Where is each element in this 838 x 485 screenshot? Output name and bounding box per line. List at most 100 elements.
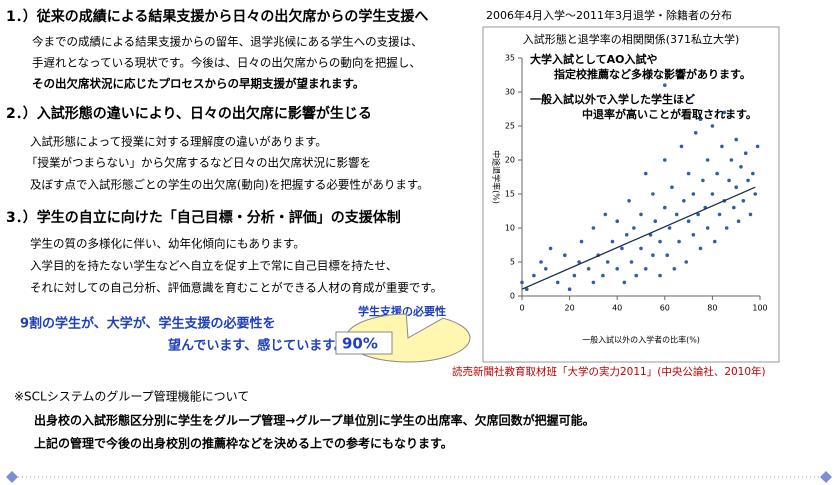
x-tick-label: 40 <box>612 304 622 313</box>
point <box>620 246 624 251</box>
point <box>605 260 610 264</box>
chart-title: 入試形態と退学率の相関関係(371私立大学) <box>523 32 740 46</box>
point <box>682 199 686 203</box>
body-line: 今までの成績による結果支援からの留年、退学兆候にある学生への支援は、 <box>32 35 423 49</box>
point <box>720 144 724 149</box>
point <box>715 171 719 176</box>
point <box>622 280 627 285</box>
point <box>663 205 667 210</box>
y-tick-label: 0 <box>510 292 515 301</box>
chart-frame <box>482 26 780 363</box>
y-tick-label: 35 <box>505 54 515 63</box>
point <box>753 192 758 196</box>
x-tick-label: 20 <box>565 304 575 313</box>
y-tick-label: 5 <box>510 258 515 267</box>
body-line: 入学目的を持たない学生などへ自立を促す上で常に自己目標を持たせ、 <box>30 259 397 273</box>
point <box>686 219 691 223</box>
y-axis-label: 中途退学率(%) <box>492 150 502 204</box>
point <box>627 199 631 203</box>
body-line: 入試形態によって授業に対する理解度の違いがあります。 <box>30 135 327 149</box>
point <box>705 158 710 162</box>
point <box>679 144 684 149</box>
point <box>639 246 643 251</box>
point <box>724 226 729 230</box>
point <box>677 239 681 244</box>
point <box>698 246 703 251</box>
point <box>539 260 543 264</box>
point <box>591 226 596 230</box>
point <box>746 178 750 183</box>
body-line: 及ぼす点で入試形態ごとの学生の出欠席(動向)を把握する必要性があります。 <box>30 178 429 192</box>
point <box>734 185 738 189</box>
heading: 2．）入試形態の違いにより、日々の出欠席に影響が生じる <box>6 105 372 122</box>
point <box>739 165 743 169</box>
point <box>710 192 715 196</box>
point <box>710 124 715 128</box>
point <box>658 239 662 244</box>
point <box>651 253 655 257</box>
point <box>615 219 619 223</box>
point <box>727 178 731 183</box>
point <box>643 267 648 271</box>
point <box>667 226 672 230</box>
point <box>741 199 746 203</box>
point <box>670 185 674 189</box>
note-title: ※SCLシステムのグループ管理機能について <box>14 389 249 404</box>
source: 読売新聞社教育取材班「大学の実力2011」(中央公論社、2010年) <box>452 365 766 378</box>
point <box>717 212 722 217</box>
point <box>705 226 710 230</box>
point <box>663 83 667 87</box>
annotation: 指定校推薦など多様な影響があります。 <box>554 67 751 81</box>
point <box>729 158 734 162</box>
point <box>674 212 679 217</box>
point <box>555 280 560 285</box>
point <box>632 226 636 230</box>
point <box>548 246 553 251</box>
point <box>520 280 524 285</box>
pie-label-box <box>335 331 393 355</box>
divider-icon <box>820 471 832 483</box>
point <box>624 233 629 237</box>
point <box>615 267 619 271</box>
point <box>586 267 591 271</box>
note-line: 上記の管理で今後の出身校別の推薦枠などを決める上での参考にもなります。 <box>34 436 453 451</box>
point <box>629 260 634 264</box>
trend-line <box>521 186 756 290</box>
point <box>601 273 605 278</box>
y-tick-label: 15 <box>505 190 515 199</box>
chart-caption: 2006年4月入学～2011年3月退学・除籍者の分布 <box>486 8 732 22</box>
point <box>643 171 648 176</box>
body-line: それに対しての自己分析、評価意識を育むことができる人材の育成が重要です。 <box>30 281 442 295</box>
body-line: 「授業がつまらない」から欠席するなど日々の出欠席状況に影響を <box>26 156 371 170</box>
point <box>712 239 717 244</box>
point <box>755 144 760 149</box>
heading: 3．）学生の自立に向けた「自己目標・分析・評価」の支援体制 <box>6 209 401 226</box>
pie-title: 学生支援の必要性 <box>358 304 446 318</box>
point <box>734 137 738 142</box>
point <box>686 97 691 101</box>
annotation: 中退率が高いことが看取されます。 <box>582 107 757 121</box>
point <box>658 273 662 278</box>
annotation: 一般入試以外で入学した学生ほど <box>530 92 695 106</box>
heading: 1．）従来の成績による結果支援から日々の出欠席からの学生支援へ <box>6 8 428 25</box>
y-tick-label: 20 <box>505 156 515 165</box>
pie-label: 90% <box>342 335 378 353</box>
body-line: その出欠席状況に応じたプロセスからの早期支援が望まれます。 <box>32 77 364 91</box>
point <box>696 212 700 217</box>
point <box>524 287 529 292</box>
point <box>577 260 581 264</box>
callout-line: 望んでいます、感じています。 <box>168 338 347 354</box>
x-axis-label: 一般入試以外の入学者の比率(%) <box>582 335 700 345</box>
point <box>751 171 755 176</box>
y-tick-label: 10 <box>505 224 515 233</box>
annotation: 大学入試としてAO入試や <box>530 52 658 66</box>
point <box>572 273 577 278</box>
x-tick-label: 100 <box>752 304 767 313</box>
point <box>563 253 567 257</box>
y-tick-label: 30 <box>505 88 515 97</box>
chart: 入試形態と退学率の相関関係(371私立大学) 0 5 10 15 20 25 30 35 0 20 4… <box>492 32 768 345</box>
point <box>743 151 748 155</box>
point <box>732 205 736 210</box>
